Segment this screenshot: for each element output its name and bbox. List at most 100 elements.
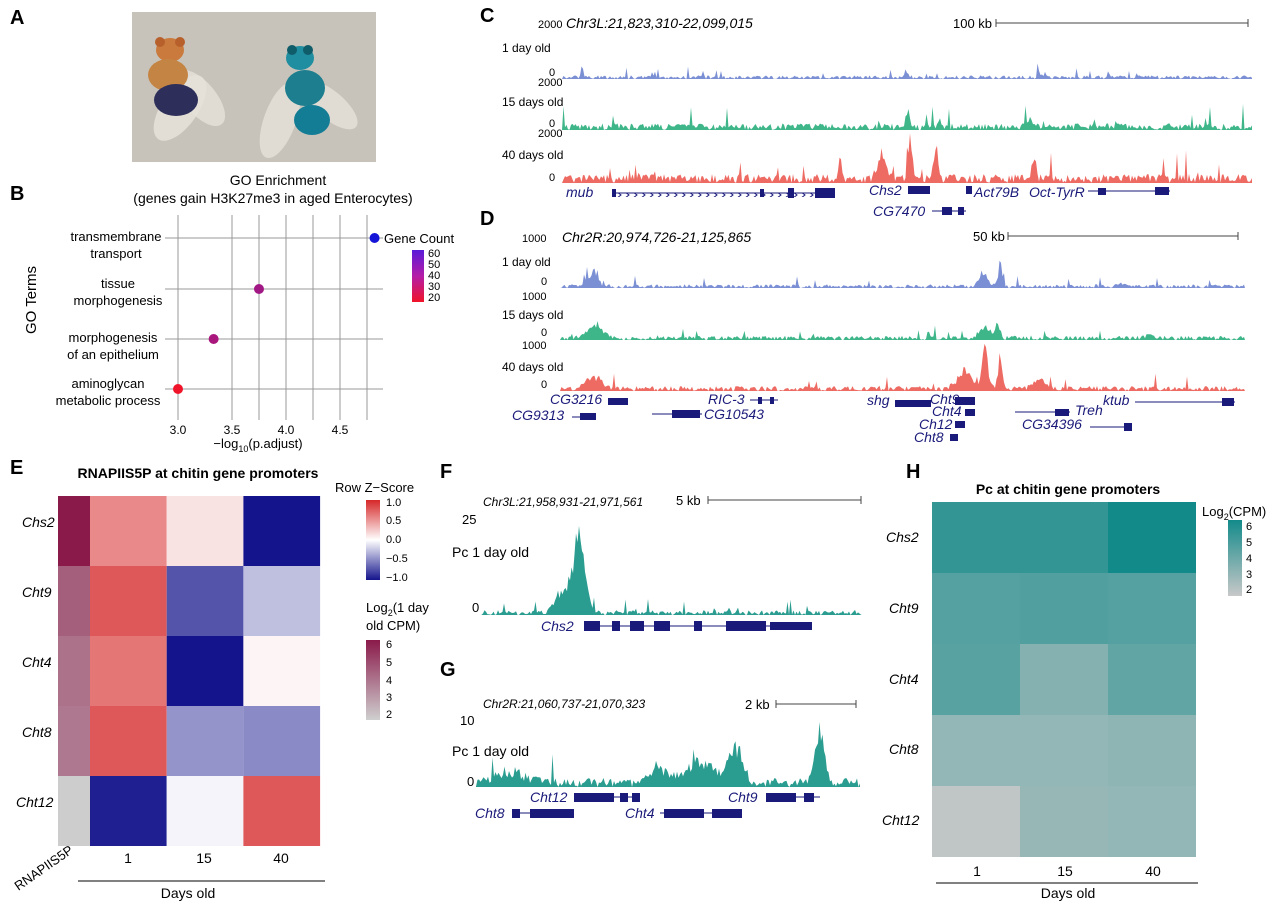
heatmap-h-cell	[1108, 786, 1196, 857]
go-point	[208, 334, 219, 344]
track-c-label-1: 15 days old	[502, 95, 563, 109]
track-d-ymin-1: 0	[541, 327, 547, 339]
heatmap-e-col-1: 15	[196, 850, 212, 866]
zscore-tick-0: 1.0	[386, 497, 401, 509]
heatmap-h-cell	[932, 715, 1020, 786]
gene-label-cht4-d: Cht4	[932, 403, 962, 419]
heatmap-e-col-0: 1	[124, 850, 132, 866]
track-c-signal-1day	[562, 63, 1252, 79]
track-g-scale-label: 2 kb	[745, 697, 770, 712]
heatmap-e-cell	[166, 566, 244, 636]
heatmap-h-cells	[932, 502, 1196, 857]
heatmap-e-cell	[90, 496, 167, 566]
panel-label-h: H	[906, 461, 920, 483]
go-legend-tick-1: 50	[428, 259, 440, 271]
track-c-ymax-0: 2000	[538, 19, 562, 31]
track-d-ymax-1: 1000	[522, 291, 546, 303]
heatmap-e-annotation-label: RNAPIIS5P	[11, 842, 75, 893]
heatmap-h-col-1: 15	[1057, 863, 1073, 879]
gene-label-cg10543: CG10543	[704, 406, 764, 422]
track-d-ymin-2: 0	[541, 379, 547, 391]
heatmap-h-col-2: 40	[1145, 863, 1161, 879]
gene-label-cg34396: CG34396	[1022, 416, 1082, 432]
pc-track-panel-g: Chr2R:21,060,737-21,070,323 2 kb 10 Pc 1…	[452, 697, 860, 821]
go-point	[254, 284, 264, 294]
go-xlabel: −log10(p.adjust)	[213, 436, 302, 454]
cpm-tick-4: 2	[386, 709, 392, 721]
gene-label-chs2-f: Chs2	[541, 618, 574, 634]
genome-track-panel-d: 1000 Chr2R:20,974,726-21,125,865 50 kb 1…	[502, 229, 1245, 445]
gene-label-cht4-g: Cht4	[625, 805, 655, 821]
panel-label-d: D	[480, 208, 494, 230]
gene-label-cht9-g: Cht9	[728, 789, 758, 805]
go-ylabel: GO Terms	[23, 266, 40, 334]
track-c-scale-label: 100 kb	[953, 16, 992, 31]
cpm-tick-2: 4	[386, 675, 392, 687]
heatmap-h-cell	[1020, 786, 1108, 857]
heatmap-h-legend-title: Log2(CPM)	[1202, 504, 1266, 522]
heatmap-h-row-1: Cht9	[889, 600, 919, 616]
heatmap-e-legend2-title-line2: old CPM)	[366, 618, 420, 633]
go-term-2-line1: morphogenesis	[69, 330, 158, 345]
gene-label-cht12-g: Cht12	[530, 789, 568, 805]
go-xtick-2: 4.0	[278, 423, 295, 437]
heatmap-h-row-2: Cht4	[889, 671, 919, 687]
heatmap-e-cell	[243, 566, 321, 636]
go-title-line2: (genes gain H3K27me3 in aged Enterocytes…	[133, 190, 412, 206]
go-term-1-line1: tissue	[101, 276, 135, 291]
go-title-line1: GO Enrichment	[230, 172, 327, 188]
heatmap-e-cell	[166, 706, 244, 776]
track-d-label-1: 15 days old	[502, 308, 563, 322]
heatmap-h-cell	[1020, 715, 1108, 786]
gene-label-treh: Treh	[1075, 402, 1103, 418]
go-enrichment-panel: GO Enrichment (genes gain H3K27me3 in ag…	[23, 172, 454, 454]
heatmap-e-annotation-cell	[58, 776, 90, 846]
heatmap-e-cell	[166, 496, 244, 566]
pc-tick-0: 6	[1246, 521, 1252, 533]
track-g-label: Pc 1 day old	[452, 743, 529, 759]
go-term-3-line1: aminoglycan	[72, 376, 145, 391]
heatmap-h-cell	[1108, 644, 1196, 715]
track-c-ymax-2: 2000	[538, 128, 562, 140]
go-point	[173, 384, 183, 394]
gene-label-cht9-d: Cht9	[930, 391, 960, 407]
go-legend-title: Gene Count	[384, 231, 454, 246]
cpm-tick-0: 6	[386, 639, 392, 651]
heatmap-e-cell	[90, 636, 167, 706]
gene-label-chs2-c: Chs2	[869, 182, 902, 198]
track-d-label-2: 40 days old	[502, 360, 563, 374]
heatmap-h-col-0: 1	[973, 863, 981, 879]
track-d-signal-15day	[560, 321, 1245, 340]
heatmap-e-legend1-gradient	[366, 500, 380, 580]
heatmap-h-xlabel: Days old	[1041, 885, 1095, 901]
panel-label-b: B	[10, 183, 24, 205]
gene-label-mub: mub	[566, 184, 593, 200]
heatmap-h-row-0: Chs2	[886, 529, 919, 545]
heatmap-h-cell	[1108, 502, 1196, 573]
heatmap-e-row-4: Cht12	[16, 794, 54, 810]
gene-label-shg: shg	[867, 392, 890, 408]
heatmap-h-cell	[1020, 502, 1108, 573]
heatmap-h-cell	[932, 573, 1020, 644]
pc-tick-3: 3	[1246, 569, 1252, 581]
go-term-1-line2: morphogenesis	[74, 293, 163, 308]
heatmap-h-row-3: Cht8	[889, 741, 919, 757]
pc-tick-2: 4	[1246, 553, 1252, 565]
panel-label-g: G	[440, 659, 456, 681]
go-plot-area	[165, 215, 383, 420]
track-c-ymin-0: 0	[549, 67, 555, 79]
heatmap-e-legend1-title: Row Z−Score	[335, 480, 414, 495]
track-g-locus: Chr2R:21,060,737-21,070,323	[483, 697, 645, 711]
go-legend-tick-0: 60	[428, 248, 440, 260]
track-f-ymin: 0	[472, 600, 479, 615]
zscore-tick-3: −0.5	[386, 553, 408, 565]
track-g-ymin: 0	[467, 774, 474, 789]
go-legend-tick-4: 20	[428, 292, 440, 304]
track-d-ymax-0: 1000	[522, 233, 546, 245]
pc-tick-4: 2	[1246, 584, 1252, 596]
gene-label-ktub: ktub	[1103, 392, 1130, 408]
heatmap-h-cell	[932, 644, 1020, 715]
go-xtick-3: 4.5	[332, 423, 349, 437]
heatmap-e-cell	[243, 496, 321, 566]
track-d-scale-label: 50 kb	[973, 229, 1005, 244]
